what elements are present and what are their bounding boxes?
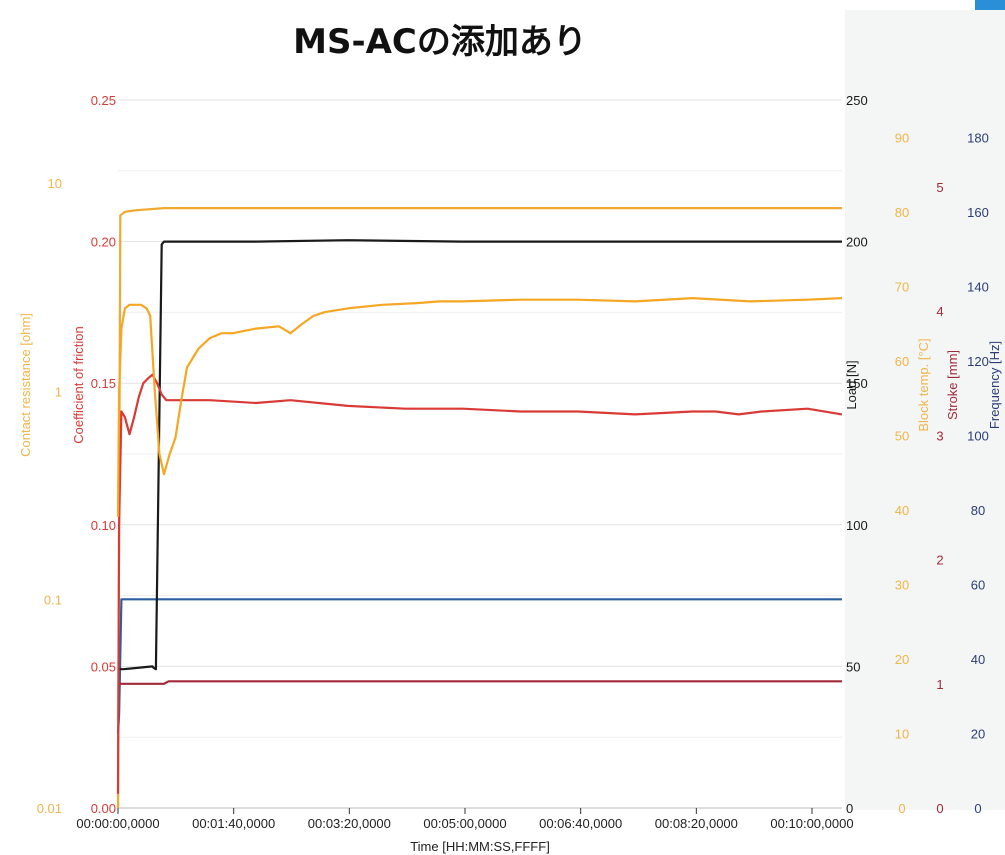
contact-tick-label: 10 <box>48 176 62 191</box>
contact-tick-label: 0.1 <box>44 593 62 608</box>
freq-tick-label: 160 <box>967 205 989 220</box>
x-tick-label: 00:00:00,0000 <box>76 816 159 831</box>
temp-tick-label: 30 <box>895 577 909 592</box>
x-tick-label: 00:05:00,0000 <box>423 816 506 831</box>
cof-tick-label: 0.05 <box>91 659 116 674</box>
load-tick-label: 200 <box>846 235 868 250</box>
stroke-tick-label: 4 <box>936 304 943 319</box>
contact-tick-label: 0.01 <box>37 801 62 816</box>
freq-axis-label: Frequency [Hz] <box>987 341 1002 429</box>
stroke-tick-label: 1 <box>936 677 943 692</box>
freq-tick-label: 180 <box>967 130 989 145</box>
temp-tick-label: 90 <box>895 130 909 145</box>
freq-tick-label: 80 <box>971 503 985 518</box>
freq-tick-label: 0 <box>974 801 981 816</box>
x-axis-label: Time [HH:MM:SS,FFFF] <box>410 839 550 854</box>
x-tick-label: 00:08:20,0000 <box>655 816 738 831</box>
temp-tick-label: 50 <box>895 428 909 443</box>
temp-tick-label: 80 <box>895 205 909 220</box>
contact-axis-label: Contact resistance [ohm] <box>18 313 33 457</box>
series-line-load <box>118 240 842 669</box>
temp-tick-label: 70 <box>895 279 909 294</box>
freq-tick-label: 140 <box>967 279 989 294</box>
freq-tick-label: 40 <box>971 652 985 667</box>
x-tick-label: 00:03:20,0000 <box>308 816 391 831</box>
load-tick-label: 0 <box>846 801 853 816</box>
temp-tick-label: 0 <box>898 801 905 816</box>
cof-tick-label: 0.00 <box>91 801 116 816</box>
cof-tick-label: 0.20 <box>91 235 116 250</box>
cof-axis-label: Coefficient of friction <box>71 326 86 444</box>
load-axis-label: Load [N] <box>844 360 859 409</box>
load-tick-label: 100 <box>846 518 868 533</box>
series-line-contact <box>118 298 842 517</box>
contact-tick-label: 1 <box>55 384 62 399</box>
freq-tick-label: 120 <box>967 354 989 369</box>
cof-tick-label: 0.25 <box>91 93 116 108</box>
x-tick-label: 00:01:40,0000 <box>192 816 275 831</box>
x-tick-label: 00:10:00,0000 <box>770 816 853 831</box>
temp-tick-label: 60 <box>895 354 909 369</box>
temp-tick-label: 40 <box>895 503 909 518</box>
series-line-cof <box>118 375 842 794</box>
stroke-tick-label: 3 <box>936 428 943 443</box>
stroke-tick-label: 0 <box>936 801 943 816</box>
freq-tick-label: 60 <box>971 577 985 592</box>
load-tick-label: 250 <box>846 93 868 108</box>
stroke-tick-label: 2 <box>936 553 943 568</box>
temp-tick-label: 20 <box>895 652 909 667</box>
temp-axis-label: Block temp. [°C] <box>916 338 931 431</box>
series-line-stroke <box>118 681 842 684</box>
stroke-tick-label: 5 <box>936 180 943 195</box>
temp-tick-label: 10 <box>895 726 909 741</box>
load-tick-label: 50 <box>846 659 860 674</box>
cof-tick-label: 0.15 <box>91 376 116 391</box>
freq-tick-label: 20 <box>971 726 985 741</box>
series-line-temp <box>118 208 842 808</box>
freq-tick-label: 100 <box>967 428 989 443</box>
cof-tick-label: 0.10 <box>91 518 116 533</box>
stroke-axis-label: Stroke [mm] <box>945 350 960 420</box>
x-tick-label: 00:06:40,0000 <box>539 816 622 831</box>
